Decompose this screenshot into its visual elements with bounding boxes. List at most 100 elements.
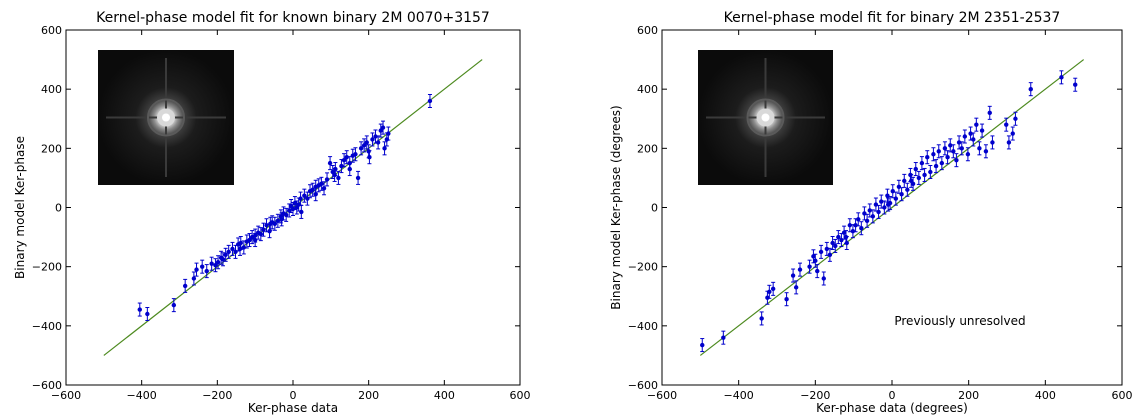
data-point	[1013, 111, 1018, 126]
marker	[700, 342, 705, 348]
y-axis-label: Binary model Ker-phase (degrees)	[609, 105, 623, 309]
marker	[862, 211, 867, 216]
marker	[962, 134, 968, 139]
data-point	[358, 141, 364, 156]
data-point	[366, 144, 371, 159]
data-point	[839, 233, 844, 248]
data-point	[899, 187, 904, 202]
marker	[770, 286, 776, 292]
data-point	[241, 240, 247, 255]
marker	[324, 177, 330, 182]
x-axis-label: Ker-phase data (degrees)	[816, 401, 968, 415]
marker	[942, 146, 948, 151]
marker	[279, 217, 284, 222]
marker	[959, 146, 964, 151]
marker	[856, 217, 861, 222]
data-point	[1059, 70, 1064, 85]
marker	[333, 166, 338, 172]
data-point	[977, 141, 982, 156]
marker	[230, 246, 235, 252]
data-point	[759, 311, 764, 326]
data-point	[226, 244, 231, 259]
marker	[939, 160, 945, 166]
x-axis-label: Ker-phase data	[248, 401, 338, 415]
marker	[811, 254, 816, 259]
x-tick-label: −200	[800, 389, 830, 402]
marker	[238, 240, 243, 246]
x-tick-label: −400	[724, 389, 754, 402]
data-point	[355, 170, 361, 185]
data-point	[905, 182, 910, 197]
y-tick-label: 0	[651, 202, 658, 215]
data-point	[765, 290, 770, 305]
marker	[310, 187, 315, 192]
y-tick-label: 600	[41, 24, 62, 37]
marker	[979, 128, 985, 133]
data-point	[223, 247, 228, 262]
marker	[925, 155, 930, 160]
marker	[275, 218, 281, 224]
y-tick-label: −600	[628, 379, 658, 392]
data-point	[313, 179, 318, 194]
data-point	[137, 302, 142, 317]
marker	[1028, 86, 1033, 92]
marker	[213, 262, 218, 268]
marker	[931, 152, 936, 157]
x-tick-label: 0	[889, 389, 896, 402]
data-point	[370, 132, 375, 147]
data-point	[974, 117, 979, 132]
data-point	[853, 218, 858, 233]
marker	[830, 240, 835, 246]
data-point	[279, 212, 284, 227]
marker	[936, 149, 941, 154]
data-point	[321, 181, 327, 196]
marker	[928, 169, 933, 175]
data-point	[209, 256, 214, 271]
data-point	[302, 188, 307, 203]
data-point	[885, 188, 890, 203]
chart-panel-1: Kernel-phase model fit for known binary …	[13, 10, 531, 415]
marker	[721, 335, 726, 340]
marker	[191, 276, 197, 281]
data-point	[332, 167, 337, 182]
y-tick-label: 400	[41, 83, 62, 96]
marker	[987, 110, 992, 116]
marker	[905, 187, 910, 192]
marker	[767, 289, 772, 295]
data-point	[247, 233, 252, 248]
data-point	[145, 306, 150, 322]
data-point	[818, 244, 824, 259]
marker	[332, 172, 337, 178]
marker	[844, 240, 849, 246]
marker	[319, 181, 324, 187]
marker	[305, 196, 310, 201]
y-tick-label: 200	[41, 142, 62, 155]
chart-title: Kernel-phase model fit for binary 2M 235…	[724, 10, 1061, 26]
marker	[965, 152, 971, 157]
data-point	[373, 129, 378, 144]
data-point	[951, 144, 956, 159]
marker	[841, 230, 847, 235]
marker	[292, 200, 298, 206]
marker	[847, 223, 853, 228]
marker	[916, 175, 922, 181]
psf-peak	[761, 113, 770, 122]
marker	[983, 149, 989, 154]
data-point	[361, 138, 367, 153]
y-axis-label: Binary model Ker-phase	[13, 136, 27, 279]
marker	[990, 140, 995, 145]
data-point	[983, 144, 989, 159]
marker	[375, 140, 381, 145]
data-point	[327, 156, 333, 171]
data-point	[310, 182, 315, 197]
x-tick-label: −400	[127, 389, 157, 402]
data-point	[213, 258, 218, 273]
data-point	[793, 280, 799, 295]
marker	[1013, 116, 1018, 121]
data-point	[700, 338, 705, 353]
marker	[226, 249, 231, 255]
data-point	[933, 159, 939, 174]
marker	[373, 134, 378, 139]
marker	[797, 267, 803, 272]
y-tick-label: −400	[32, 320, 62, 333]
